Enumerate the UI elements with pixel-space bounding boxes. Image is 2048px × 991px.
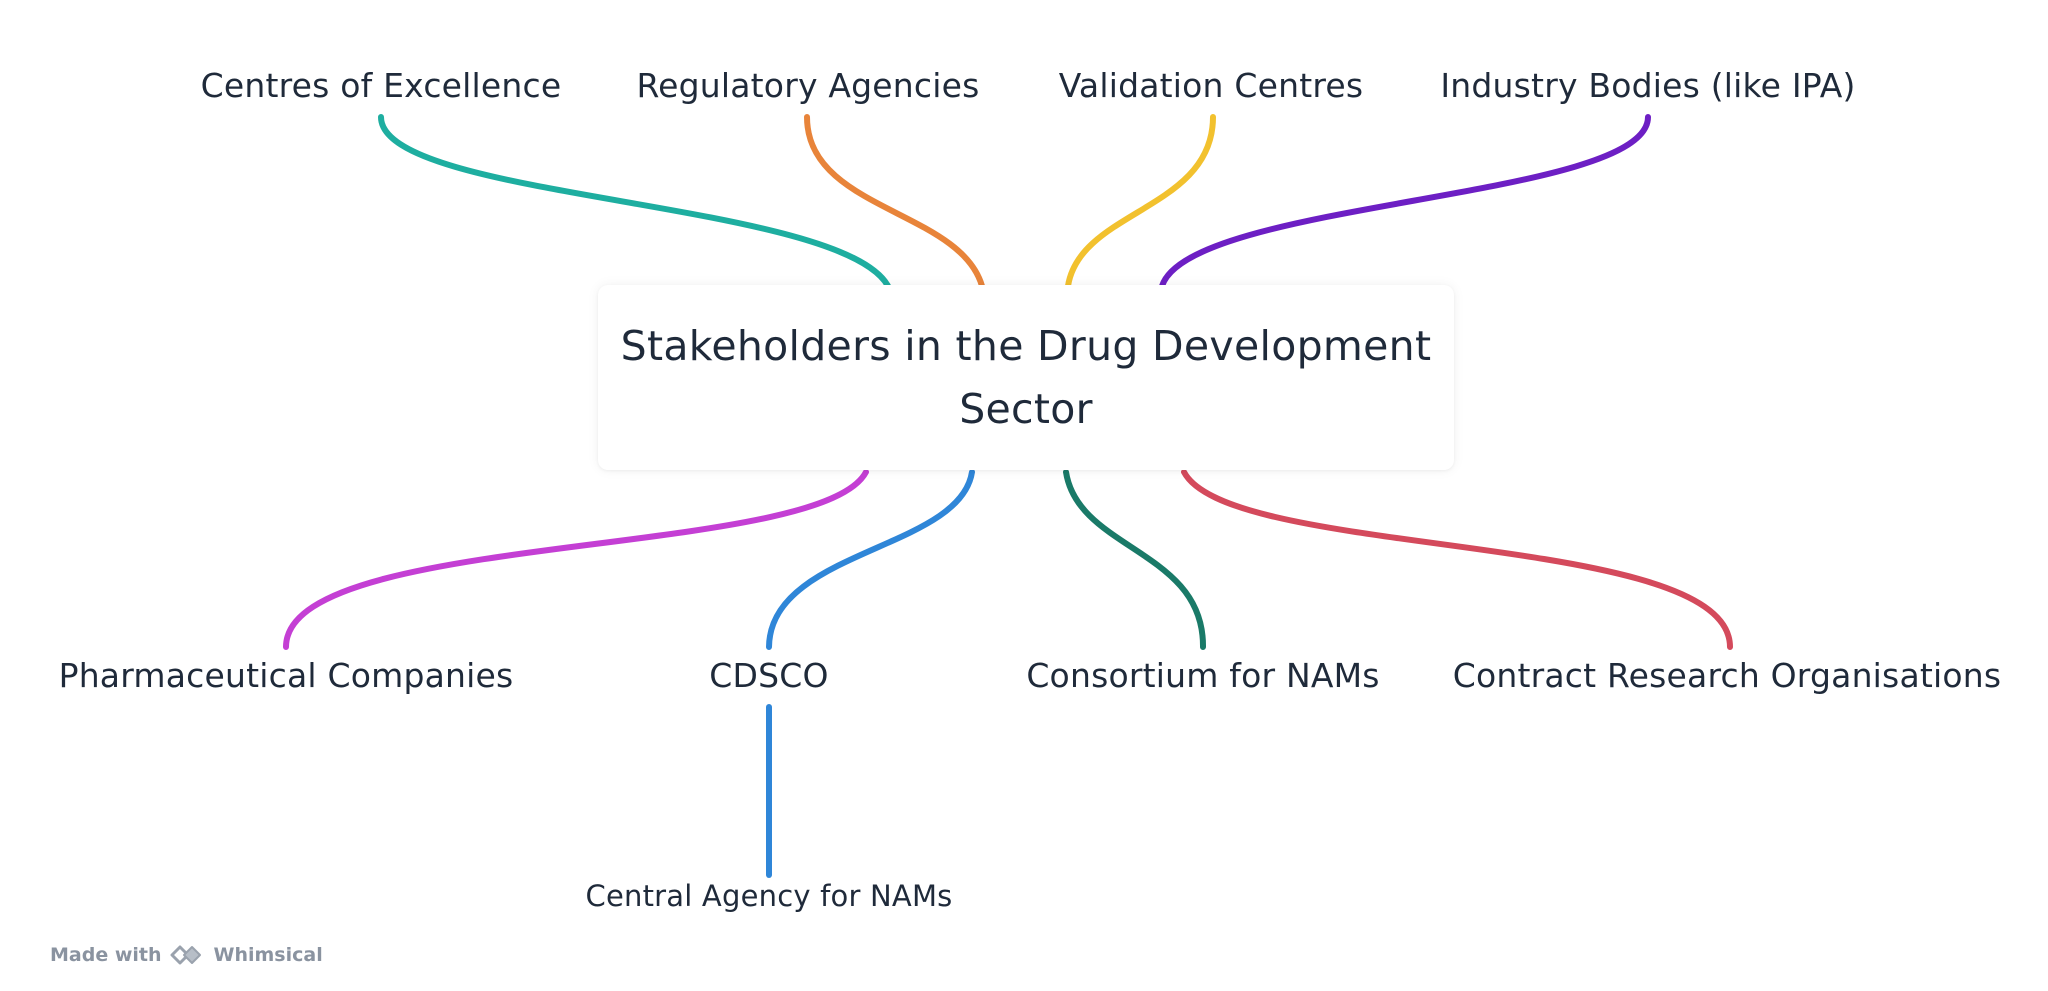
branch-label-contract-research-organisations: Contract Research Organisations (1452, 656, 2002, 695)
whimsical-logo-icon (170, 943, 206, 967)
connector-pharmaceutical-companies (283, 469, 869, 650)
central-topic-node: Stakeholders in the Drug Development Sec… (598, 285, 1454, 470)
connector-cdsco (766, 469, 975, 650)
central-topic-text: Stakeholders in the Drug Development Sec… (620, 321, 1432, 433)
child-label-central-agency-for-nams: Central Agency for NAMs (585, 879, 953, 913)
whimsical-brand-text: Whimsical (213, 944, 323, 966)
branch-label-cdsco: CDSCO (709, 656, 829, 695)
connector-industry-bodies (1159, 114, 1651, 289)
branch-label-industry-bodies: Industry Bodies (like IPA) (1440, 66, 1856, 105)
branch-label-centres-of-excellence: Centres of Excellence (200, 66, 562, 105)
made-with-whimsical-badge[interactable]: Made with Whimsical (50, 940, 323, 970)
made-with-text: Made with (50, 944, 162, 966)
branch-label-consortium-for-nams: Consortium for NAMs (1026, 656, 1380, 695)
connector-centres-of-excellence (378, 114, 891, 289)
connector-validation-centres (1065, 114, 1216, 289)
branch-label-pharmaceutical-companies: Pharmaceutical Companies (58, 656, 514, 695)
connector-regulatory-agencies (804, 114, 985, 289)
connector-contract-research-organisations (1181, 469, 1733, 650)
branch-label-regulatory-agencies: Regulatory Agencies (636, 66, 980, 105)
connector-consortium-for-nams (1063, 469, 1207, 650)
branch-label-validation-centres: Validation Centres (1058, 66, 1364, 105)
